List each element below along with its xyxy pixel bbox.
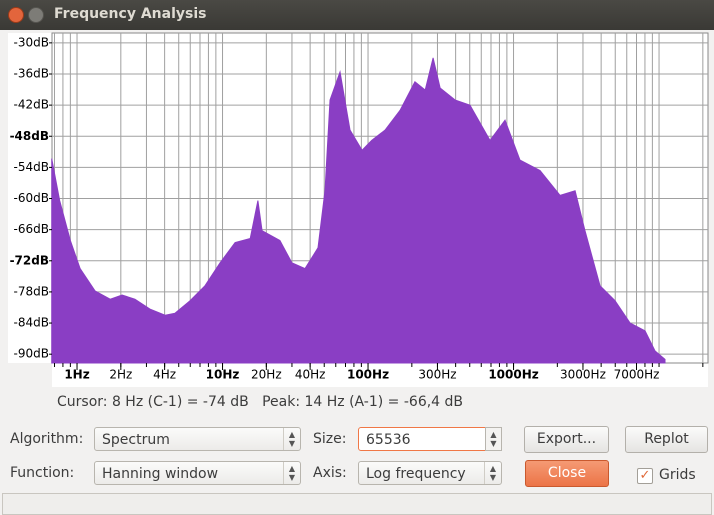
chart: -30dB -36dB -42dB -48dB -54dB -60dB -66dB -72dB… [8,32,709,387]
y-tick-label: -30dB [14,35,49,49]
x-tick-label: 40Hz [295,368,326,382]
y-tick-label: -48dB [10,129,49,143]
label: Algorithm: [10,431,84,447]
checkbox-label: Grids [659,467,696,483]
status-text: Cursor: 8 Hz (C-1) = -74 dB Peak: 14 Hz … [57,394,464,410]
label: Axis: [313,465,347,481]
size-input[interactable]: 65536 ▲ ▼ [358,427,502,451]
y-tick-label: -60dB [14,191,49,205]
select-value: Spectrum [102,432,170,448]
x-tick-label: 20Hz [251,368,282,382]
spin-arrows: ▲ ▼ [283,428,300,450]
spectrum-area [51,57,666,364]
window-title: Frequency Analysis [54,6,207,22]
x-tick-label: 1Hz [64,368,89,382]
label: Function: [10,465,75,481]
select-value: Log frequency [366,466,466,482]
axis-select[interactable]: Log frequency ▲ ▼ [358,461,502,485]
minimize-window[interactable] [28,7,44,23]
y-tick-label: -66dB [14,222,49,236]
y-tick-label: -54dB [14,160,49,174]
close-button[interactable]: Close [525,460,609,487]
replot-button[interactable]: Replot [625,426,708,453]
x-tick-label: 7000Hz [614,368,660,382]
spin-arrows: ▲ ▼ [484,462,501,484]
export-button[interactable]: Export... [524,426,609,453]
function-select[interactable]: Hanning window ▲ ▼ [94,461,301,485]
spin-arrows: ▲ ▼ [283,462,300,484]
close-window[interactable] [8,7,24,23]
title-bar: Frequency Analysis [0,0,714,30]
y-tick-label: -42dB [14,98,49,112]
x-tick-label: 1000Hz [488,368,538,382]
y-tick-label: -78dB [14,284,49,298]
algorithm-select[interactable]: Spectrum ▲ ▼ [94,427,301,451]
y-tick-label: -84dB [14,316,49,330]
x-tick-label: 300Hz [418,368,456,382]
spin-arrows: ▲ ▼ [485,427,502,451]
y-tick-label: -72dB [10,253,49,267]
x-tick-label: 2Hz [109,368,132,382]
select-value: Hanning window [102,466,219,482]
x-tick-label: 3000Hz [560,368,606,382]
grids-checkbox[interactable]: ✓ [637,468,653,484]
x-ruler [52,363,708,387]
x-tick-label: 4Hz [153,368,176,382]
input-value: 65536 [366,432,411,448]
x-tick-label: 10Hz [206,368,240,382]
y-tick-label: -90dB [14,347,49,361]
x-tick-label: 100Hz [347,368,389,382]
status-bar [2,493,712,515]
y-tick-label: -36dB [14,66,49,80]
label: Size: [313,431,347,447]
y-ruler [8,33,52,363]
